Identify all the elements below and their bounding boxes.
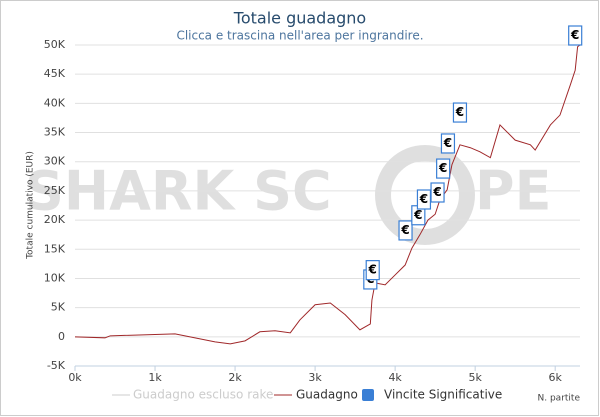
significant-win: € [440, 133, 456, 154]
y-tick-label: 25K [44, 184, 66, 197]
win-marker [568, 25, 583, 46]
x-tick-label: 6k [549, 371, 563, 384]
y-tick-label: 45K [44, 67, 66, 80]
win-marker-label: € [432, 185, 441, 199]
y-tick-label: 35K [44, 126, 66, 139]
significant-win: € [436, 158, 451, 179]
significant-win: € [430, 182, 445, 203]
y-tick-label: 20K [44, 213, 66, 226]
win-marker [436, 158, 451, 179]
legend-label: Guadagno [296, 388, 358, 402]
win-marker [365, 260, 380, 281]
x-tick-label: 4k [388, 371, 402, 384]
significant-win: € [452, 102, 468, 123]
significant-win: € [568, 25, 583, 46]
significant-win: € [398, 220, 413, 241]
legend-swatch [362, 389, 374, 401]
significant-win: € [365, 260, 380, 281]
win-marker [440, 133, 456, 154]
y-tick-label: 30K [44, 155, 66, 168]
x-tick-label: 1k [148, 371, 162, 384]
watermark-logo [375, 145, 475, 245]
x-tick-label: 3k [308, 371, 322, 384]
win-marker [452, 102, 468, 123]
x-tick-label: 5k [468, 371, 482, 384]
x-tick-label: 0k [68, 371, 82, 384]
win-marker-label: € [438, 161, 447, 175]
x-axis-label: N. partite [538, 394, 581, 404]
y-tick-label: 50K [44, 38, 66, 51]
line-series [74, 44, 581, 345]
win-marker-label: € [455, 105, 464, 119]
win-marker-label: € [368, 263, 377, 277]
win-marker-label: € [413, 208, 422, 222]
win-marker-label: € [570, 28, 579, 42]
y-tick-label: 10K [44, 271, 66, 284]
chart-subtitle: Clicca e trascina nell'area per ingrandi… [176, 29, 423, 43]
y-tick-label: 40K [44, 96, 66, 109]
win-marker [416, 189, 432, 210]
chart-title: Totale guadagno [233, 9, 366, 28]
y-tick-label: 0 [58, 330, 65, 343]
y-tick-label: 15K [44, 242, 66, 255]
y-tick-label: -5K [47, 359, 66, 372]
legend-label: Vincite Significative [384, 388, 502, 402]
win-marker [398, 220, 413, 241]
y-tick-label: 5K [51, 301, 66, 314]
win-marker-label: € [400, 223, 409, 237]
y-axis-label: Totale cumulativo (EUR) [26, 151, 36, 260]
win-marker-label: € [443, 136, 452, 150]
legend-label: Guadagno escluso rake [133, 388, 273, 402]
win-marker-label: € [419, 192, 428, 206]
x-tick-label: 2k [228, 371, 242, 384]
significant-win: € [416, 189, 432, 210]
win-marker [430, 182, 445, 203]
